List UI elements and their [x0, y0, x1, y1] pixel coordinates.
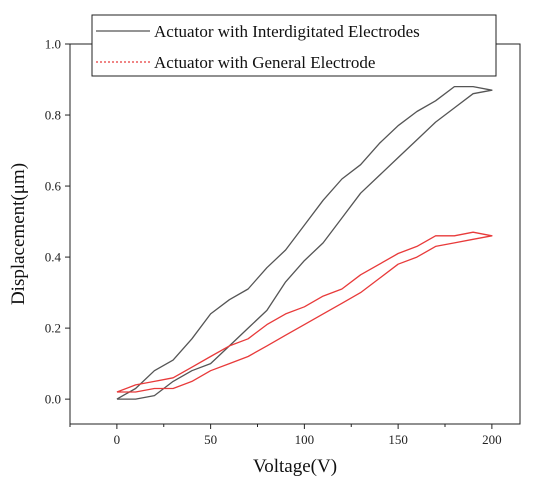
- series-line-interdigitated: [116, 85, 493, 400]
- x-tick-label: 50: [204, 432, 217, 447]
- series-layer: [116, 85, 493, 400]
- plot-frame: [69, 43, 521, 425]
- legend: Actuator with Interdigitated Electrodes …: [91, 14, 497, 77]
- x-tick-label: 100: [295, 432, 315, 447]
- y-tick-label: 0.4: [45, 250, 62, 265]
- legend-box: [91, 14, 497, 77]
- y-axis-title: Displacement(μm): [8, 163, 29, 305]
- y-tick-label: 1.0: [45, 37, 61, 52]
- legend-label-interdigitated: Actuator with Interdigitated Electrodes: [154, 22, 420, 41]
- series-line-general: [116, 231, 493, 393]
- x-axis-title: Voltage(V): [253, 456, 337, 477]
- x-axis-ticks: 0 50 100 150 200: [69, 424, 502, 447]
- x-tick-label: 200: [482, 432, 502, 447]
- y-tick-label: 0.2: [45, 321, 61, 336]
- legend-label-general: Actuator with General Electrode: [154, 53, 375, 72]
- y-axis-ticks: 0.0 0.2 0.4 0.6 0.8 1.0: [45, 37, 70, 407]
- x-tick-label: 0: [114, 432, 121, 447]
- y-tick-label: 0.0: [45, 392, 61, 407]
- y-tick-label: 0.6: [45, 179, 62, 194]
- y-tick-label: 0.8: [45, 108, 61, 123]
- plot-area-border: [69, 43, 521, 425]
- x-tick-label: 150: [388, 432, 408, 447]
